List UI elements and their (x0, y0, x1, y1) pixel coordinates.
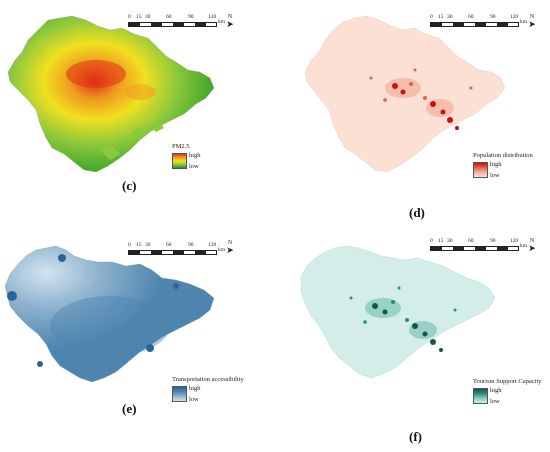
legend-title: PM2.5 (172, 143, 190, 150)
north-arrow-icon: N ➤ (226, 14, 234, 29)
region-shape (7, 15, 215, 173)
legend-swatch (473, 162, 488, 178)
panel-label: (d) (409, 205, 425, 220)
north-arrow-icon: N ➤ (528, 14, 536, 29)
legend-title: Population distribution (473, 152, 533, 159)
north-arrow-icon: N ➤ (226, 240, 234, 255)
region-map-population (304, 15, 506, 173)
region-map-pm25 (7, 15, 215, 173)
legend-swatch (172, 153, 187, 169)
north-arrow-icon: N ➤ (528, 238, 536, 253)
legend-title: Transportation accessibility (172, 376, 244, 383)
panel-label: (e) (122, 401, 137, 416)
region-map-tourism (300, 245, 496, 379)
legend-title: Tourism Support Capacity (473, 378, 542, 385)
legend-swatch (172, 386, 187, 402)
panel-label: (c) (122, 178, 137, 193)
region-shape (4, 245, 215, 383)
legend-swatch (473, 388, 488, 404)
map-panel-population: 0 15 30 60 90 120 km N ➤ Population distr… (275, 0, 550, 226)
map-panel-transport: 0 15 30 60 90 120 km N ➤ Transportation a… (0, 226, 275, 452)
panel-label: (f) (409, 429, 422, 444)
map-panel-pm25: 0 15 30 60 90 120 km N ➤ PM2.5 high low (… (0, 0, 275, 226)
region-map-transport (4, 245, 215, 383)
map-panel-tourism: 0 15 30 60 90 120 km N ➤ Tourism Support … (275, 226, 550, 452)
